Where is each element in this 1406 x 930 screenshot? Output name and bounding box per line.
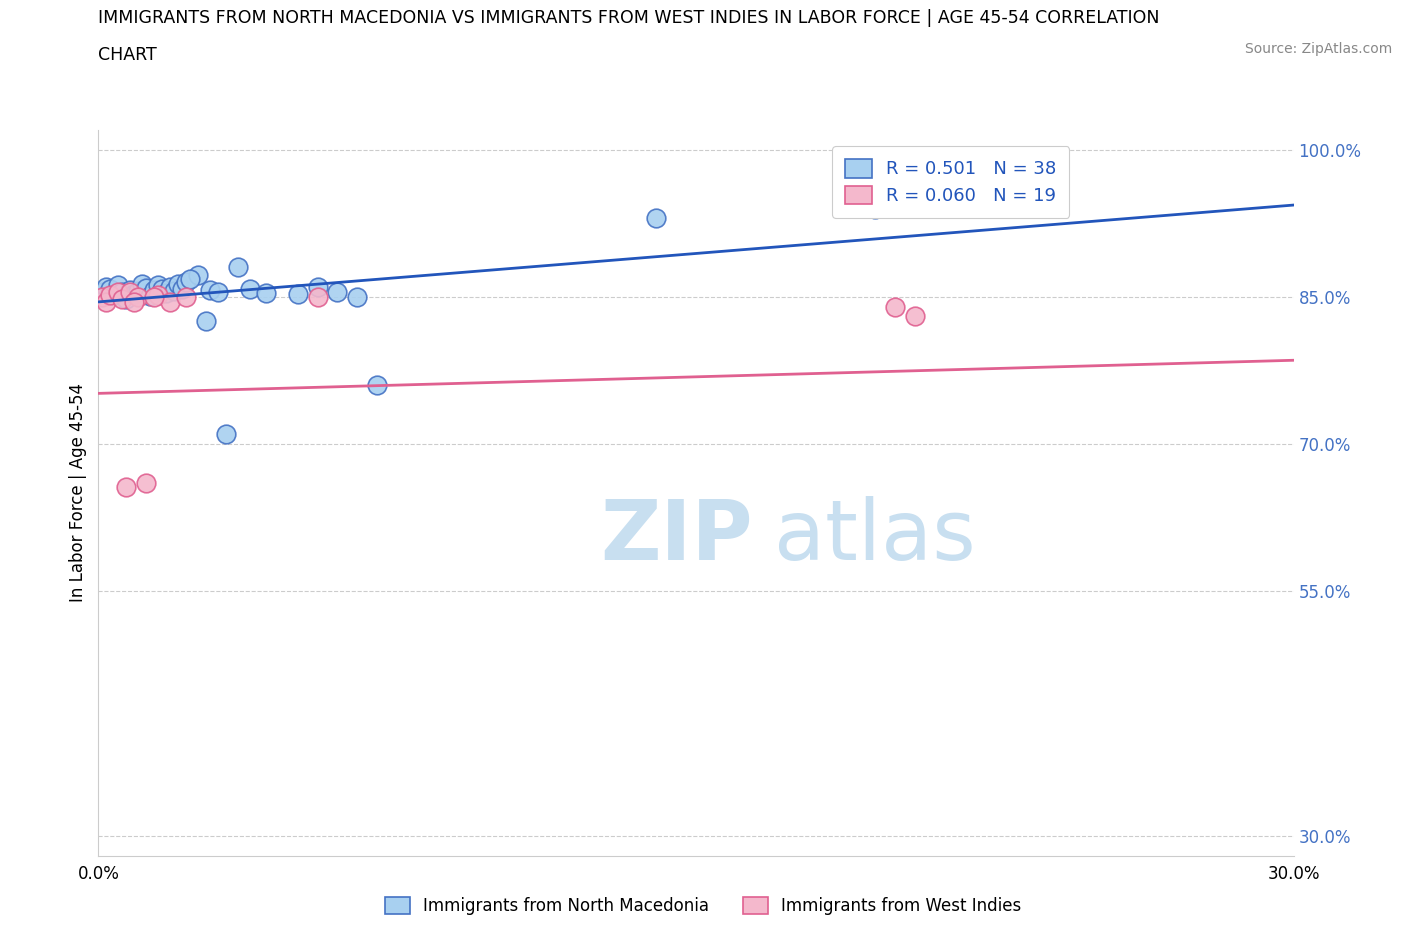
Point — [111, 285, 134, 299]
Point — [346, 289, 368, 304]
Point — [103, 287, 125, 302]
Point — [159, 294, 181, 309]
Point — [645, 211, 668, 226]
Point — [155, 286, 177, 300]
Text: CHART: CHART — [98, 46, 157, 64]
Legend: R = 0.501   N = 38, R = 0.060   N = 19: R = 0.501 N = 38, R = 0.060 N = 19 — [832, 147, 1070, 218]
Point — [179, 272, 201, 286]
Point — [187, 268, 209, 283]
Point — [107, 285, 129, 299]
Point — [91, 289, 114, 304]
Y-axis label: In Labor Force | Age 45-54: In Labor Force | Age 45-54 — [69, 383, 87, 603]
Point — [124, 286, 146, 301]
Point — [167, 276, 190, 291]
Point — [148, 278, 170, 293]
Point — [96, 294, 118, 309]
Point — [148, 287, 170, 302]
Point — [159, 280, 181, 295]
Point — [143, 289, 166, 304]
Point — [115, 291, 138, 306]
Point — [172, 282, 194, 297]
Point — [307, 289, 329, 304]
Point — [287, 286, 309, 301]
Point — [207, 285, 229, 299]
Point — [111, 291, 134, 306]
Point — [91, 285, 114, 299]
Text: Source: ZipAtlas.com: Source: ZipAtlas.com — [1244, 42, 1392, 56]
Point — [143, 283, 166, 298]
Text: atlas: atlas — [773, 496, 976, 577]
Point — [863, 201, 887, 216]
Point — [120, 283, 142, 298]
Point — [904, 309, 927, 324]
Point — [884, 299, 907, 314]
Point — [139, 288, 162, 303]
Point — [115, 480, 138, 495]
Point — [174, 289, 197, 304]
Point — [100, 282, 122, 297]
Legend: Immigrants from North Macedonia, Immigrants from West Indies: Immigrants from North Macedonia, Immigra… — [378, 890, 1028, 922]
Point — [254, 286, 277, 300]
Point — [307, 280, 329, 295]
Point — [239, 282, 262, 297]
Point — [226, 260, 249, 275]
Point — [150, 282, 173, 297]
Point — [326, 285, 349, 299]
Point — [366, 378, 388, 392]
Point — [195, 314, 218, 329]
Point — [127, 289, 149, 304]
Point — [198, 283, 221, 298]
Point — [131, 276, 153, 291]
Text: IMMIGRANTS FROM NORTH MACEDONIA VS IMMIGRANTS FROM WEST INDIES IN LABOR FORCE | : IMMIGRANTS FROM NORTH MACEDONIA VS IMMIG… — [98, 9, 1160, 27]
Point — [124, 294, 146, 309]
Point — [120, 285, 142, 299]
Point — [100, 287, 122, 302]
Point — [215, 427, 238, 442]
Point — [96, 280, 118, 295]
Point — [107, 278, 129, 293]
Text: ZIP: ZIP — [600, 496, 752, 577]
Point — [163, 284, 186, 299]
Point — [127, 284, 149, 299]
Point — [135, 475, 157, 490]
Point — [135, 281, 157, 296]
Point — [174, 274, 197, 289]
